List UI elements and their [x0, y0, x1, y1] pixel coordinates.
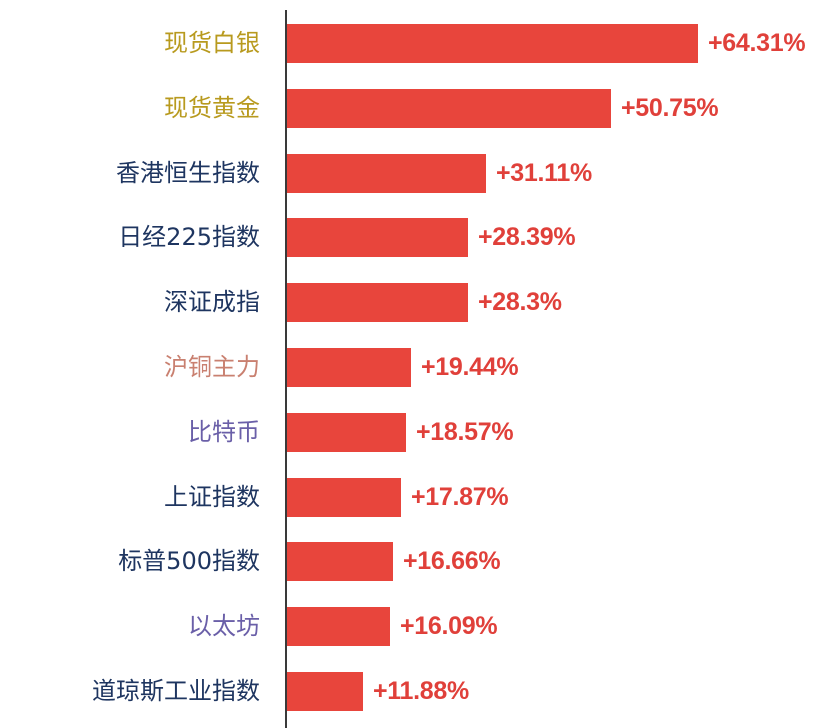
category-label: 标普500指数	[118, 547, 260, 575]
bar	[287, 413, 406, 452]
value-label: +11.88%	[373, 677, 469, 705]
category-label: 日经225指数	[118, 223, 260, 251]
y-axis-line	[285, 10, 287, 728]
category-label: 深证成指	[164, 288, 260, 316]
bar-row: 现货白银 +64.31%	[0, 24, 840, 63]
category-label: 以太坊	[188, 612, 260, 640]
bar-row: 标普500指数 +16.66%	[0, 542, 840, 581]
value-label: +64.31%	[708, 29, 806, 57]
bar	[287, 24, 698, 63]
bar-row: 上证指数 +17.87%	[0, 478, 840, 517]
value-label: +16.66%	[403, 547, 501, 575]
value-label: +28.3%	[478, 288, 562, 316]
bar	[287, 154, 486, 193]
bar	[287, 283, 468, 322]
bar-row: 现货黄金 +50.75%	[0, 89, 840, 128]
bar-row: 以太坊 +16.09%	[0, 607, 840, 646]
bar-row: 比特币 +18.57%	[0, 413, 840, 452]
bar-row: 香港恒生指数 +31.11%	[0, 154, 840, 193]
bar-row: 道琼斯工业指数 +11.88%	[0, 672, 840, 711]
bar	[287, 478, 401, 517]
bar	[287, 542, 393, 581]
bar	[287, 348, 411, 387]
value-label: +17.87%	[411, 483, 509, 511]
value-label: +16.09%	[400, 612, 498, 640]
bar-row: 深证成指 +28.3%	[0, 283, 840, 322]
value-label: +28.39%	[478, 223, 576, 251]
value-label: +19.44%	[421, 353, 519, 381]
category-label: 比特币	[188, 418, 260, 446]
category-label: 现货黄金	[164, 94, 260, 122]
bar-row: 日经225指数 +28.39%	[0, 218, 840, 257]
bar	[287, 607, 390, 646]
value-label: +18.57%	[416, 418, 514, 446]
value-label: +50.75%	[621, 94, 719, 122]
value-label: +31.11%	[496, 159, 592, 187]
bar	[287, 89, 611, 128]
bar	[287, 218, 468, 257]
bar	[287, 672, 363, 711]
category-label: 沪铜主力	[164, 353, 260, 381]
category-label: 现货白银	[164, 29, 260, 57]
category-label: 香港恒生指数	[116, 159, 260, 187]
category-label: 上证指数	[164, 483, 260, 511]
category-label: 道琼斯工业指数	[92, 677, 260, 705]
bar-row: 沪铜主力 +19.44%	[0, 348, 840, 387]
